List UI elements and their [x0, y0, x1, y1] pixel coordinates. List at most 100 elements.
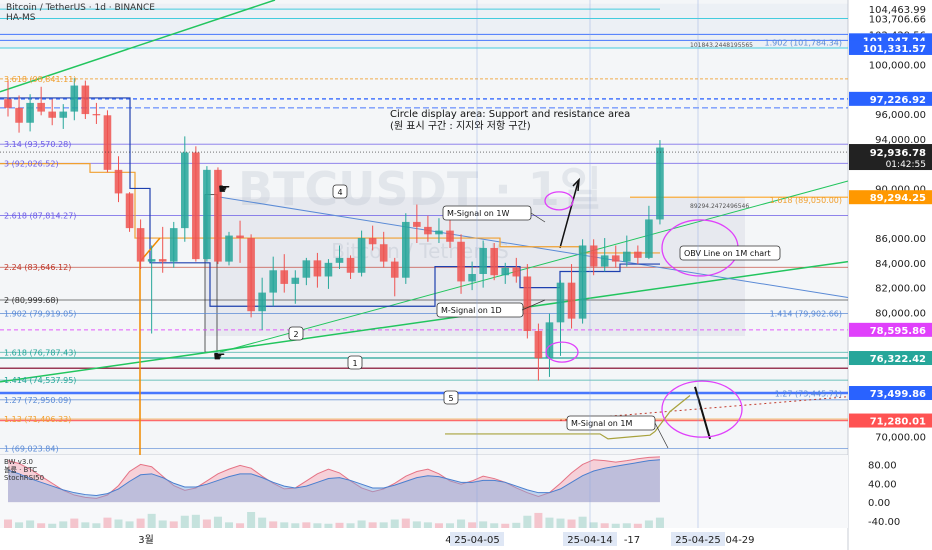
candle: [81, 80, 90, 120]
candle: [302, 257, 311, 286]
candle: [59, 104, 68, 129]
price-badge: [849, 322, 932, 337]
candle-body: [335, 257, 344, 263]
fib-label: 2 (80,999.68): [4, 296, 59, 305]
callout-m-signal-1d: M-Signal on 1D: [436, 302, 524, 318]
wave-marker-5-box: [443, 390, 459, 405]
candle-body: [413, 221, 421, 227]
bw-area: [8, 459, 660, 503]
candle-body: [291, 277, 300, 284]
volume-bar: [4, 519, 12, 528]
candle: [269, 256, 277, 307]
volume-bar: [611, 523, 620, 528]
bw-line: [7, 459, 660, 497]
volume-bar: [225, 522, 233, 528]
volume-bar: [169, 521, 178, 528]
candle-body: [302, 260, 311, 278]
up-arrow-line: [559, 182, 579, 249]
candle: [158, 226, 167, 273]
annotation-title: Circle display area: Support and resista…: [390, 109, 630, 120]
price-axis-label: 90,000.00: [875, 184, 926, 195]
candle-body: [214, 169, 222, 262]
wave-marker-1: 1: [347, 355, 363, 370]
time-label-bg: [671, 532, 725, 546]
volume-bar: [236, 523, 245, 528]
callout-obv-line-label: OBV Line on 1M chart: [684, 249, 771, 258]
callout-m-signal-1m-label: M-Signal on 1M: [571, 419, 633, 428]
candle: [92, 102, 101, 124]
candle-body: [203, 169, 211, 260]
volume-bar: [158, 520, 167, 528]
candle: [181, 136, 189, 242]
candle: [225, 231, 233, 266]
candle: [103, 110, 112, 173]
price-badge-label: 71,280.01: [870, 417, 926, 428]
annotation-subtitle: (원 표시 구간 : 지지와 저항 구간): [390, 120, 531, 132]
candle: [258, 277, 266, 330]
candle: [490, 242, 498, 281]
candle: [634, 245, 642, 265]
candle-body: [269, 270, 277, 293]
callout-pointer: [521, 299, 546, 311]
candle-body: [600, 255, 609, 267]
volume-bar: [180, 515, 189, 528]
candle-body: [59, 111, 68, 118]
wave-marker-1-label: 1: [352, 359, 357, 368]
price-badge: [849, 386, 932, 401]
candle-body: [545, 322, 554, 359]
wave-marker-4-box: [332, 184, 348, 199]
candle: [424, 215, 432, 242]
price-axis-label: 84,000.00: [875, 259, 926, 270]
volume-bar: [468, 522, 477, 528]
callout-pointer: [530, 212, 546, 223]
price-axis-label: 80,000.00: [875, 308, 926, 319]
price-badge-label: 89,294.25: [870, 193, 926, 204]
price-axis-label: 100,000.00: [869, 60, 926, 71]
volume-bar: [114, 519, 123, 528]
indicator-legend-item: 볼륨 · BTC: [4, 465, 37, 474]
volume-bar: [401, 518, 410, 528]
candle: [192, 146, 200, 262]
candle: [479, 240, 487, 288]
price-axis-label: 104,463.99: [869, 5, 926, 16]
candle: [247, 234, 255, 318]
callout-m-signal-1d-label: M-Signal on 1D: [441, 306, 502, 315]
header-chart-type: HA-MS: [6, 13, 36, 23]
current-price-badge: [849, 144, 932, 171]
volume-bar: [368, 522, 377, 528]
candle: [623, 235, 631, 267]
candle: [435, 218, 443, 243]
candle-body: [258, 292, 266, 312]
fib-label: 3.618 (98,841.11): [4, 75, 76, 84]
price-axis-label: 86,000.00: [875, 234, 926, 245]
volume-bar: [644, 520, 653, 528]
volume-bar: [26, 520, 35, 528]
support-resistance-circle: [661, 380, 743, 438]
candle-body: [70, 85, 79, 112]
fib-label: 2.618 (87,814.27): [4, 212, 76, 221]
candle-body: [446, 230, 454, 242]
volume-bar: [567, 519, 576, 528]
price-badge-label: 97,226.92: [870, 95, 926, 106]
time-axis-label: 25-04-25: [675, 535, 720, 546]
volume-bar: [258, 517, 267, 528]
candle-body: [623, 251, 631, 262]
indicator-axis-label: 40.00: [868, 479, 897, 490]
candle: [114, 156, 123, 203]
fib-label: 3 (92,026.52): [4, 159, 59, 168]
candle-body: [656, 147, 664, 220]
candle: [26, 94, 34, 132]
candle: [346, 255, 355, 279]
volume-bar: [412, 521, 421, 528]
candle: [589, 239, 598, 276]
hand-pointer-icon: ☛: [218, 181, 231, 197]
volume-bar: [633, 523, 642, 528]
price-badge: [849, 91, 932, 106]
candle-body: [92, 114, 101, 116]
candle-body: [512, 267, 521, 277]
trendline-red-dotted: [559, 396, 849, 421]
price-badge-label: 76,322.42: [870, 354, 926, 365]
volume-bar: [423, 522, 432, 528]
